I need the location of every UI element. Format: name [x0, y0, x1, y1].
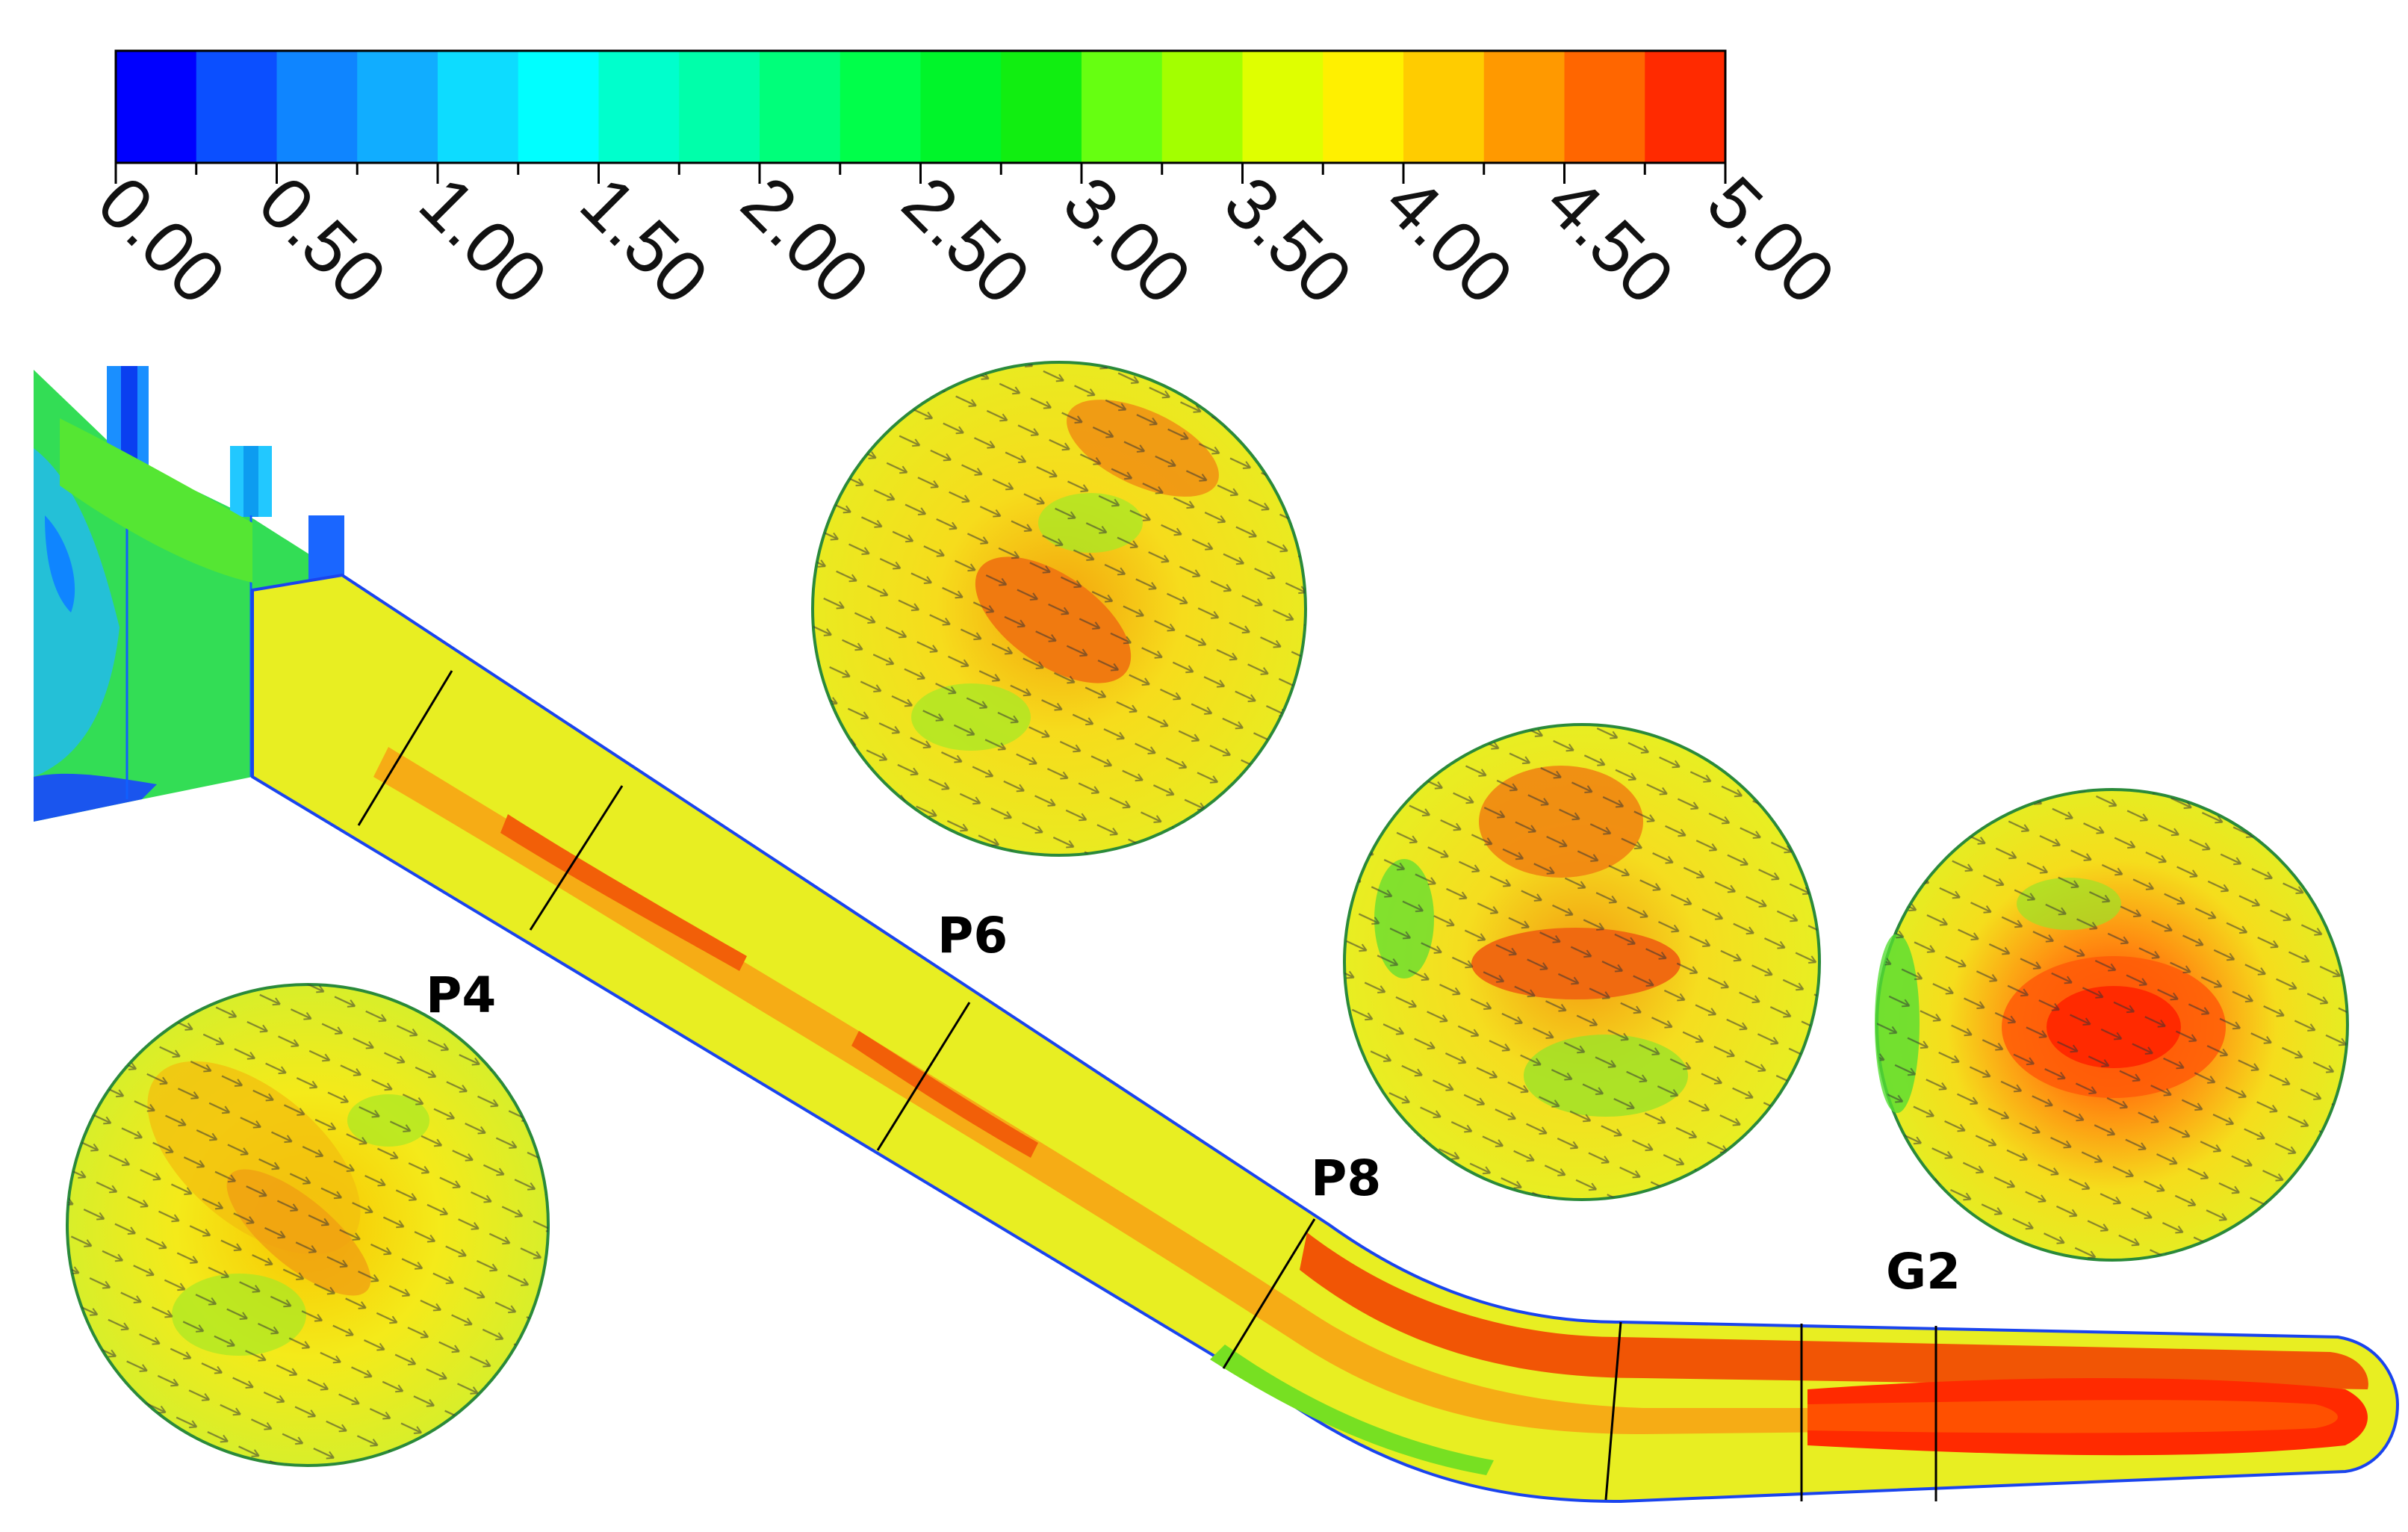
colorbar-band — [1001, 51, 1082, 163]
colorbar-band — [438, 51, 519, 163]
pipe-outer-hot-band — [1300, 1232, 2368, 1389]
colorbar-tick-label: 5.00 — [1692, 161, 1851, 320]
colorbar-band — [1242, 51, 1324, 163]
colorbar-tick-label: 4.00 — [1370, 161, 1529, 320]
colorbar-band — [1645, 51, 1726, 163]
colorbar-band — [1082, 51, 1163, 163]
colorbar-band — [357, 51, 438, 163]
inlet-core — [45, 515, 75, 613]
branch-2-core — [243, 446, 258, 517]
cut-line-p8 — [1222, 1218, 1316, 1369]
colorbar-tick-label: 3.50 — [1209, 161, 1368, 320]
label-g2: G2 — [1886, 1243, 1961, 1300]
cross-section-p8 — [1343, 723, 1821, 1201]
colorbar-band — [276, 51, 358, 163]
colorbar-band — [679, 51, 760, 163]
colorbar-tick-label: 2.00 — [726, 161, 885, 320]
colorbar — [114, 49, 1727, 164]
cut-line-5 — [1604, 1321, 1622, 1501]
colorbar-band — [518, 51, 600, 163]
colorbar-band — [1161, 51, 1244, 163]
cross-section-g2 — [1875, 788, 2349, 1262]
colorbar-band — [760, 51, 841, 163]
colorbar-band — [1403, 51, 1485, 163]
cut-line-p6 — [876, 1002, 971, 1151]
colorbar-band — [920, 51, 1002, 163]
colorbar-band — [1564, 51, 1645, 163]
colorbar-band — [1323, 51, 1404, 163]
pipe-hot-streak — [500, 814, 747, 971]
label-p6: P6 — [937, 907, 1008, 964]
pipe-domain — [34, 366, 2400, 1504]
colorbar-band — [196, 51, 278, 163]
colorbar-band — [1483, 51, 1565, 163]
colorbar-band — [116, 51, 197, 163]
colorbar-tick-label: 3.00 — [1048, 161, 1207, 320]
pipe-outlet-mid — [1807, 1400, 2338, 1433]
pipe-hot-streak-2 — [851, 1031, 1038, 1158]
cross-section-p4 — [66, 983, 550, 1467]
label-p4: P4 — [426, 967, 496, 1024]
inlet-green-band — [60, 418, 252, 583]
pipe-green-edge — [1210, 1345, 1494, 1475]
colorbar-band — [840, 51, 922, 163]
cross-section-p6 — [811, 361, 1307, 857]
branch-3 — [308, 515, 344, 583]
colorbar-tick-label: 1.50 — [565, 161, 724, 320]
cut-line-2 — [529, 785, 624, 931]
branch-1-core — [121, 366, 137, 467]
colorbar-band — [598, 51, 680, 163]
colorbar-tick-label: 0.50 — [243, 161, 403, 320]
cut-line-1 — [357, 670, 453, 826]
colorbar-tick-label: 4.50 — [1531, 161, 1690, 320]
label-p8: P8 — [1311, 1150, 1381, 1207]
colorbar-tick-label: 1.00 — [404, 161, 563, 320]
colorbar-ticks: 0.00 0.50 1.00 1.50 2.00 2.50 3.00 3.50 4.00 4.50… — [82, 161, 1851, 320]
colorbar-tick-label: 0.00 — [82, 161, 241, 320]
colorbar-tick-label: 2.50 — [887, 161, 1046, 320]
